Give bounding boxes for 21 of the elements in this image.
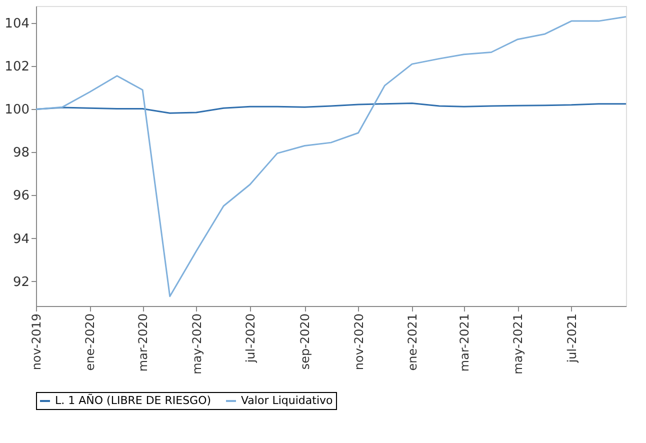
y-tick-label: 100 [4,102,30,118]
x-tick-label: mar-2021 [457,314,472,372]
y-tick-label: 92 [12,274,30,290]
x-tick-label: may-2021 [511,314,526,374]
x-tick-label: may-2020 [190,314,204,374]
x-tick-label: ene-2021 [406,314,420,371]
y-tick-label: 94 [12,232,30,247]
y-tick-label: 102 [4,60,30,75]
x-tick-label: jul-2020 [243,314,258,364]
x-tick-label: nov-2019 [30,314,44,370]
y-tick-label: 98 [12,146,30,161]
y-tick-label: 104 [4,16,30,32]
legend-label: L. 1 AÑO (LIBRE DE RIESGO) [55,393,212,407]
x-tick-label: mar-2020 [136,314,150,372]
line-series [35,16,627,298]
x-tick-label: ene-2020 [83,314,98,371]
x-tick-label: sep-2020 [298,314,312,370]
x-tick-label: jul-2021 [564,314,579,364]
y-tick-label: 96 [12,188,30,204]
legend-label: Valor Liquidativo [241,394,334,407]
x-tick-label: nov-2020 [352,314,366,370]
